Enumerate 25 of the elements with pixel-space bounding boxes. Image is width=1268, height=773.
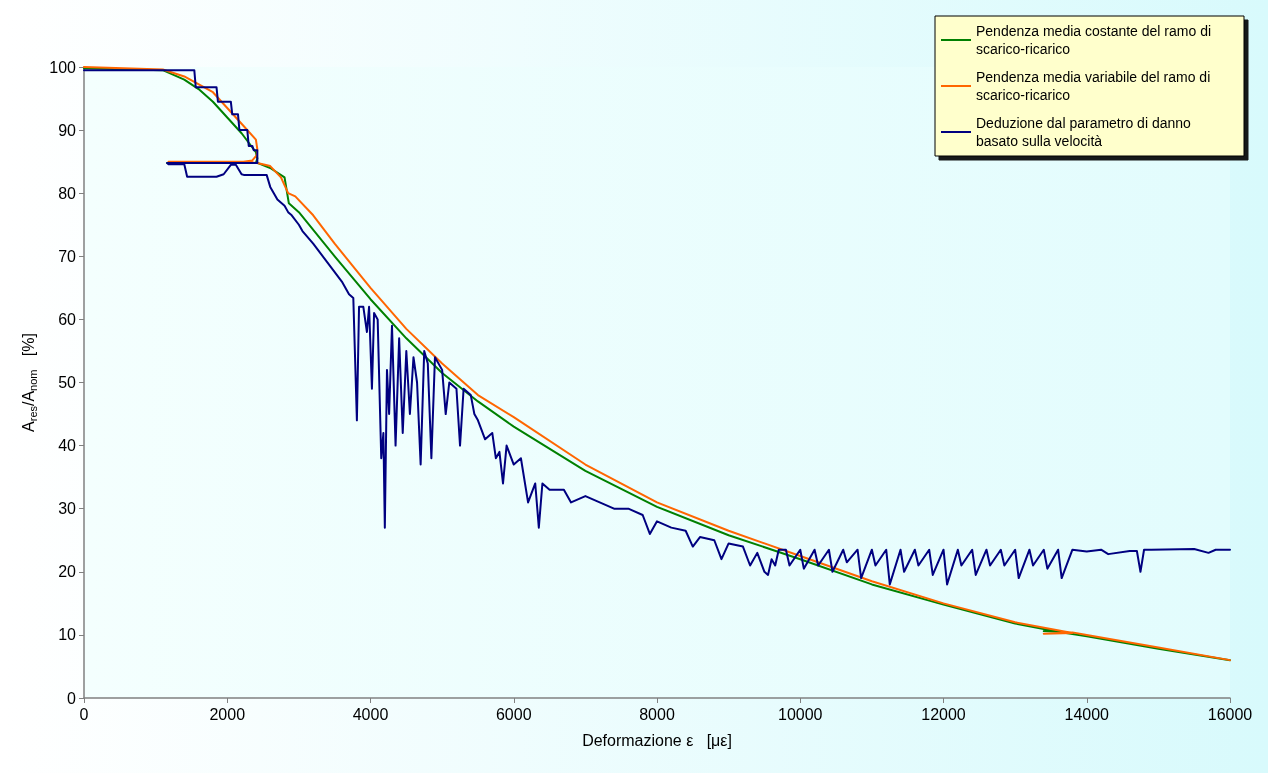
y-tick-label: 100 <box>49 58 77 76</box>
x-tick-label: 0 <box>79 705 89 723</box>
x-tick-label: 4000 <box>352 705 389 723</box>
x-tick-label: 10000 <box>778 705 823 723</box>
y-tick-label: 60 <box>58 310 77 328</box>
y-tick-label: 40 <box>58 437 77 455</box>
y-tick-label: 10 <box>58 626 77 644</box>
y-tick-label: 50 <box>58 374 77 391</box>
y-tick-label: 30 <box>58 500 77 518</box>
y-tick-label: 0 <box>67 689 77 707</box>
x-tick-label: 6000 <box>495 705 532 723</box>
x-tick-label: 16000 <box>1207 705 1253 723</box>
y-tick-label: 20 <box>58 563 77 581</box>
legend-label: Pendenza media costante del ramo di scarico-ricarico <box>976 23 1215 57</box>
x-axis-title: Deformazione ε [με] <box>582 731 732 749</box>
x-tick-label: 14000 <box>1064 705 1110 723</box>
y-tick-label: 80 <box>58 184 77 202</box>
legend-label: Deduzione dal parametro di danno basato sulla velocità <box>976 115 1195 149</box>
y-tick-label: 90 <box>58 121 77 139</box>
x-tick-label: 2000 <box>209 705 246 723</box>
y-tick-label: 70 <box>58 247 77 265</box>
text: Ares/Anom [%] <box>20 333 39 432</box>
legend-label: Pendenza media variabile del ramo di scarico-ricarico <box>976 69 1215 103</box>
x-tick-label: 12000 <box>921 705 966 723</box>
x-tick-label: 8000 <box>639 705 675 723</box>
